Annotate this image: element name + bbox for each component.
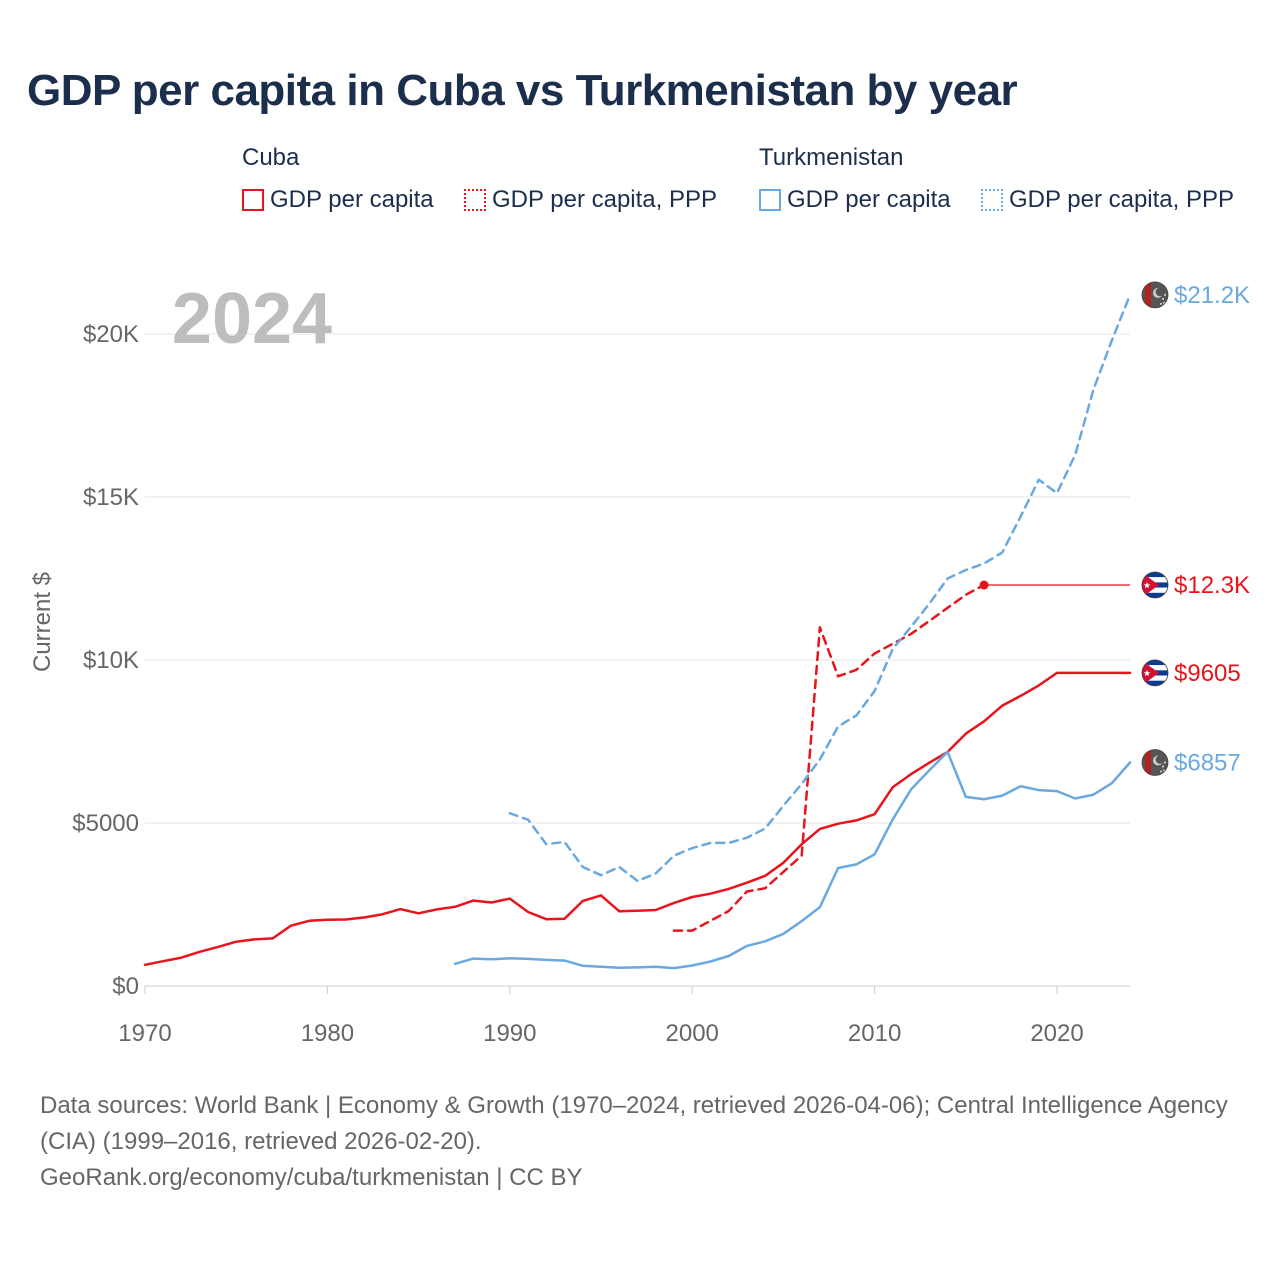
flag-stripe bbox=[1142, 680, 1168, 686]
flag-triangle bbox=[1142, 659, 1159, 686]
legend-item-turkmenistan-gdp-ppp[interactable]: GDP per capita, PPP bbox=[981, 186, 1234, 214]
x-tick-label: 1990 bbox=[483, 1020, 536, 1047]
x-tick-label: 2020 bbox=[1030, 1020, 1083, 1047]
x-tick-label: 1970 bbox=[118, 1020, 171, 1047]
data-sources: Data sources: World Bank | Economy & Gro… bbox=[40, 1092, 1228, 1155]
series-line bbox=[508, 293, 1132, 883]
x-tick-label: 2010 bbox=[848, 1020, 901, 1047]
legend-label: GDP per capita, PPP bbox=[492, 186, 717, 213]
line-chart: 2024 $0 $5000 $10K $15K $20K 1970 1980 1990 200… bbox=[29, 279, 1250, 1047]
flag-crescent-cut bbox=[1155, 287, 1165, 297]
legend-swatch-solid-red bbox=[242, 189, 264, 211]
end-label-flag bbox=[1141, 281, 1169, 309]
legend-item-cuba-gdp-ppp[interactable]: GDP per capita, PPP bbox=[464, 186, 717, 214]
flag-stripe bbox=[1142, 665, 1168, 671]
flag-stripe bbox=[1142, 587, 1168, 593]
flag-crescent-cut bbox=[1155, 755, 1165, 764]
flag-border bbox=[1141, 571, 1169, 599]
flag-carpet-band bbox=[1145, 749, 1151, 776]
legend-label: GDP per capita, PPP bbox=[1009, 186, 1234, 213]
end-label-flag bbox=[1141, 749, 1169, 776]
flag-star bbox=[1160, 302, 1162, 305]
end-value-label: $21.2K bbox=[1174, 282, 1250, 309]
legend-label: GDP per capita bbox=[787, 186, 951, 213]
end-value-label: $12.3K bbox=[1174, 572, 1250, 599]
flag-star bbox=[1143, 669, 1151, 677]
legend-swatch-dotted-red bbox=[464, 189, 486, 211]
x-tick-label: 1980 bbox=[301, 1020, 354, 1047]
flag-stripe bbox=[1142, 572, 1168, 578]
flag-star bbox=[1143, 582, 1151, 589]
end-label-flag bbox=[1141, 659, 1169, 687]
series-line bbox=[143, 671, 1132, 967]
flag-stripe bbox=[1142, 675, 1168, 681]
x-axis: 1970 1980 1990 2000 2010 2020 bbox=[118, 986, 1084, 1047]
legend-item-turkmenistan-gdp[interactable]: GDP per capita bbox=[759, 186, 951, 214]
y-tick-label: $5000 bbox=[72, 810, 139, 837]
legend-label: GDP per capita bbox=[270, 186, 434, 213]
y-tick-label: $20K bbox=[83, 321, 139, 348]
end-labels: $9605 $12.3K $6857 $21.2K bbox=[1141, 281, 1250, 776]
flag-carpet-band bbox=[1145, 281, 1151, 308]
cuba-flag-icon bbox=[1142, 572, 1168, 598]
flag-star bbox=[1164, 761, 1166, 764]
flag-border bbox=[1141, 749, 1169, 776]
flag-stripe bbox=[1142, 659, 1168, 666]
flag-triangle bbox=[1142, 572, 1159, 598]
end-value-label: $9605 bbox=[1174, 660, 1241, 687]
flag-star bbox=[1160, 770, 1162, 773]
series-line bbox=[453, 750, 1132, 970]
flag-star bbox=[1162, 765, 1164, 768]
y-axis: $0 $5000 $10K $15K $20K bbox=[72, 321, 139, 1000]
flag-star bbox=[1162, 297, 1164, 300]
attribution-link[interactable]: GeoRank.org/economy/cuba/turkmenistan | … bbox=[40, 1164, 583, 1191]
legend-group-cuba: Cuba bbox=[242, 144, 300, 171]
footer: Data sources: World Bank | Economy & Gro… bbox=[40, 1088, 1240, 1196]
end-value-label: $6857 bbox=[1174, 749, 1241, 776]
legend-swatch-solid-blue bbox=[759, 189, 781, 211]
flag-stripe bbox=[1142, 592, 1168, 598]
gridlines bbox=[145, 333, 1130, 987]
legend-group-turkmenistan: Turkmenistan bbox=[759, 144, 904, 171]
flag-border bbox=[1141, 659, 1169, 687]
cuba-flag-icon bbox=[1142, 659, 1168, 686]
year-watermark: 2024 bbox=[172, 279, 332, 359]
series-line bbox=[672, 583, 986, 932]
turkmenistan-flag-icon bbox=[1142, 281, 1168, 308]
flag-star bbox=[1164, 293, 1166, 296]
end-label-flag bbox=[1141, 571, 1169, 599]
turkmenistan-flag-icon bbox=[1142, 749, 1168, 776]
y-tick-label: $10K bbox=[83, 647, 139, 674]
y-axis-label: Current $ bbox=[29, 572, 56, 672]
chart-title: GDP per capita in Cuba vs Turkmenistan b… bbox=[27, 66, 1018, 115]
flag-stripe bbox=[1142, 577, 1168, 583]
legend-item-cuba-gdp[interactable]: GDP per capita bbox=[242, 186, 434, 214]
series bbox=[143, 293, 1132, 970]
x-tick-label: 2000 bbox=[666, 1020, 719, 1047]
y-tick-label: $0 bbox=[112, 973, 139, 1000]
flag-border bbox=[1141, 281, 1169, 309]
y-tick-label: $15K bbox=[83, 484, 139, 511]
legend-swatch-dotted-blue bbox=[981, 189, 1003, 211]
